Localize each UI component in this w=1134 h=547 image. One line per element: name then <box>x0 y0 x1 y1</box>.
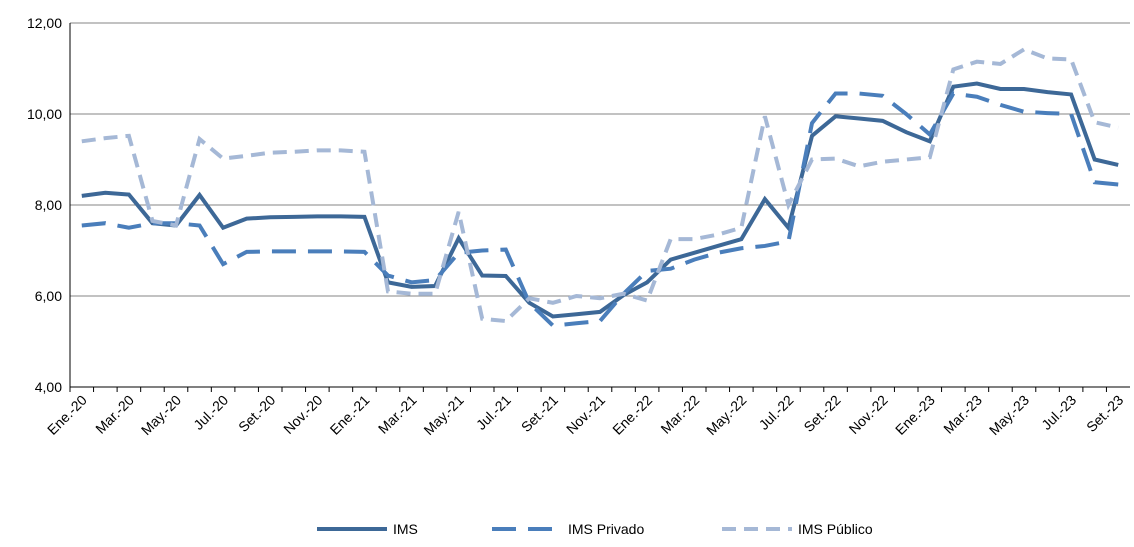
x-tick-label: Mar.-21 <box>375 392 420 437</box>
x-tick-label: May.-22 <box>703 392 749 438</box>
series-line <box>81 91 1119 328</box>
x-tick-label: Mar.-23 <box>940 392 985 437</box>
y-tick-label: 6,00 <box>35 288 62 304</box>
x-tick-label: Ene.-21 <box>327 392 373 438</box>
x-tick-label: Nov.-22 <box>846 392 891 437</box>
y-tick-label: 10,00 <box>27 106 62 122</box>
x-tick-label: Set.-23 <box>1083 392 1126 435</box>
x-tick-label: Ene.-20 <box>44 392 90 438</box>
x-tick-label: Set.-21 <box>518 392 561 435</box>
x-tick-label: Set.-20 <box>235 392 278 435</box>
x-tick-label: May.-20 <box>138 392 184 438</box>
x-tick-label: Nov.-21 <box>563 392 608 437</box>
x-tick-label: May.-23 <box>986 392 1032 438</box>
x-tick-label: Jul.-22 <box>756 392 797 433</box>
series-line <box>81 81 1119 319</box>
legend-label: IMS Público <box>798 521 873 537</box>
y-tick-label: 12,00 <box>27 15 62 31</box>
x-tick-label: Jul.-20 <box>190 392 231 433</box>
y-tick-label: 4,00 <box>35 379 62 395</box>
x-tick-label: Nov.-20 <box>280 392 325 437</box>
legend-label: IMS <box>393 521 418 537</box>
x-tick-label: Jul.-23 <box>1038 392 1079 433</box>
x-tick-label: Ene.-23 <box>892 392 938 438</box>
x-tick-label: Ene.-22 <box>609 392 655 438</box>
x-tick-label: Jul.-21 <box>473 392 514 433</box>
x-tick-label: May.-21 <box>420 392 466 438</box>
x-tick-label: Mar.-22 <box>657 392 702 437</box>
series-line <box>81 47 1119 324</box>
legend-label: IMS Privado <box>568 521 644 537</box>
x-tick-label: Mar.-20 <box>92 392 137 437</box>
y-tick-label: 8,00 <box>35 197 62 213</box>
x-tick-label: Set.-22 <box>800 392 843 435</box>
